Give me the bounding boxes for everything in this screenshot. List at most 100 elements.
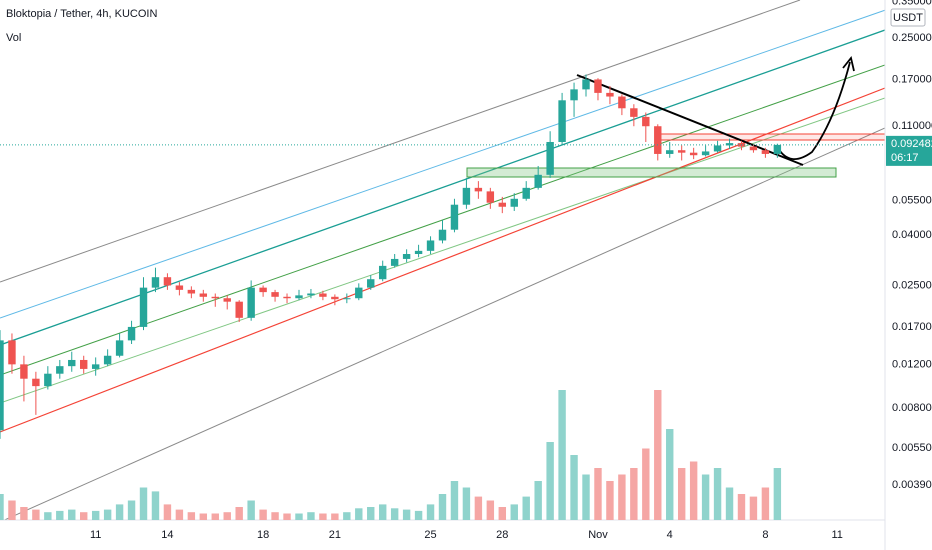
volume-bar	[450, 481, 459, 520]
volume-bar	[773, 468, 782, 520]
candle-body	[677, 150, 686, 153]
candle-body	[402, 254, 411, 259]
volume-bar	[582, 474, 590, 520]
channel-line	[0, 29, 885, 346]
volume-bar	[271, 512, 279, 520]
volume-bar	[390, 508, 399, 520]
x-tick-label: 11	[831, 529, 842, 541]
candle-body	[654, 126, 662, 154]
candle-body	[378, 265, 387, 280]
candle-body	[80, 359, 88, 369]
volume-bar	[510, 504, 518, 520]
candle-body	[175, 285, 184, 290]
volume-label: Vol	[6, 32, 21, 44]
volume-bar	[68, 509, 76, 520]
candle-body	[522, 187, 530, 199]
volume-bar	[223, 512, 231, 520]
candle-body	[367, 279, 375, 288]
volume-bar	[378, 504, 387, 520]
volume-bar	[737, 494, 746, 520]
volume-bar	[462, 487, 471, 520]
last-price-box	[886, 135, 932, 166]
candle-body	[414, 250, 423, 255]
candle-body	[606, 92, 614, 97]
countdown-label: 06:17	[891, 152, 919, 164]
volume-bar	[20, 507, 28, 520]
candle-body	[127, 326, 136, 341]
volume-bar	[594, 468, 602, 520]
drawings	[0, 0, 885, 520]
x-tick-label: 14	[161, 529, 173, 541]
volume-bar	[534, 481, 542, 520]
candle-body	[319, 293, 327, 297]
volume-bar	[199, 513, 208, 520]
volume-bar	[331, 513, 339, 520]
candle-body	[259, 287, 267, 293]
x-tick-label: Nov	[588, 529, 608, 541]
volume-bar	[402, 509, 411, 520]
candle-body	[8, 340, 16, 365]
x-tick-label: 8	[762, 529, 768, 541]
candle-body	[163, 277, 172, 286]
candle-body	[139, 287, 148, 327]
x-tick-label: 11	[90, 529, 101, 541]
candle-body	[594, 79, 602, 93]
volume-bar	[414, 510, 423, 520]
x-tick-label: 21	[329, 529, 341, 541]
candle-body	[462, 187, 471, 205]
volume-bar	[80, 512, 88, 520]
volume-bar	[701, 474, 710, 520]
volume-bar	[546, 442, 554, 520]
currency-box	[890, 8, 926, 27]
candle-body	[343, 298, 351, 300]
volume-bar	[438, 494, 447, 520]
volume-bar	[486, 500, 495, 520]
candle-body	[713, 145, 722, 152]
volume-bar	[570, 455, 578, 520]
last-price-label: 0.092482	[891, 138, 932, 150]
volume-bar	[139, 487, 148, 520]
volume-bar	[319, 513, 327, 520]
candle-body	[295, 295, 303, 299]
volume-bar	[666, 429, 674, 520]
volume-bar	[127, 500, 136, 520]
volume-bar	[283, 513, 291, 520]
candle-body	[510, 198, 518, 207]
candle-body	[749, 146, 758, 151]
channel-line	[0, 97, 885, 404]
candle-body	[450, 204, 459, 230]
support-zone	[466, 167, 837, 178]
candle-body	[187, 289, 196, 294]
candle-body	[558, 100, 566, 142]
volume-bar	[247, 500, 255, 520]
volume-bar	[103, 509, 112, 520]
volume-bar	[32, 509, 40, 520]
volume-bar	[259, 509, 267, 520]
candle-body	[115, 340, 124, 356]
volume-bar	[474, 496, 483, 520]
candle-body	[534, 174, 542, 188]
volume-bar	[426, 504, 435, 520]
candle-body	[689, 152, 698, 156]
volume-bar	[677, 468, 686, 520]
x-tick-label: 25	[424, 529, 436, 541]
volume-bar	[295, 513, 303, 520]
volume-bar	[713, 468, 722, 520]
volume-bar	[689, 461, 698, 520]
currency: USDT	[893, 12, 923, 24]
volume-bar	[44, 512, 52, 520]
arrow-head	[842, 55, 855, 72]
candle-body	[271, 292, 279, 297]
candle-body	[44, 373, 52, 387]
channel-line	[0, 9, 885, 319]
volume-bar	[654, 390, 662, 520]
candle-body	[0, 340, 4, 431]
volume-bar	[522, 496, 530, 520]
volume-bar	[606, 481, 614, 520]
candle-body	[666, 150, 674, 154]
